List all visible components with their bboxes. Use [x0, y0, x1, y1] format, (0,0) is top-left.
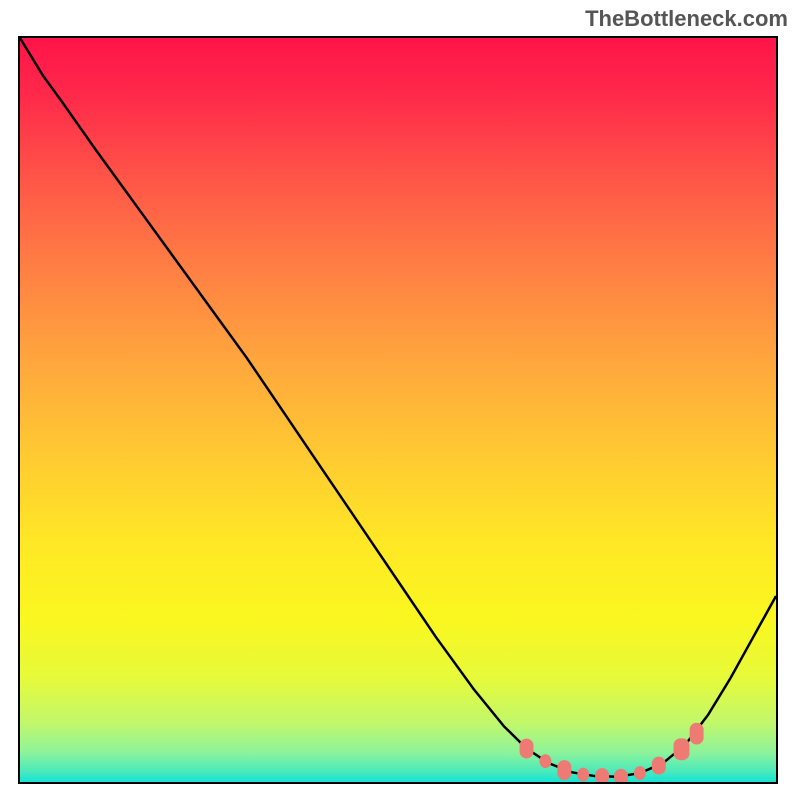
curve-marker — [577, 768, 589, 782]
bottleneck-curve — [20, 38, 776, 777]
curve-marker — [674, 738, 690, 760]
curve-marker — [557, 760, 571, 780]
curve-marker — [539, 754, 551, 768]
curve-marker — [595, 768, 609, 782]
curve-marker — [614, 769, 628, 782]
curve-layer — [20, 38, 776, 782]
chart-container: TheBottleneck.com — [0, 0, 800, 800]
curve-marker — [634, 766, 646, 780]
watermark-text: TheBottleneck.com — [585, 6, 788, 32]
plot-area — [18, 36, 778, 784]
marker-group — [520, 723, 704, 782]
curve-marker — [652, 757, 666, 775]
curve-marker — [520, 739, 534, 759]
curve-marker — [690, 723, 704, 745]
